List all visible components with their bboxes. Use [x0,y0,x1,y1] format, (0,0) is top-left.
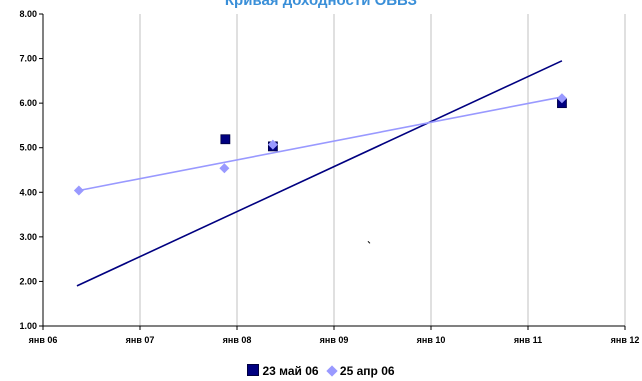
legend-label-series-2: 25 апр 06 [339,364,395,378]
data-point-series-2 [219,163,230,174]
legend-diamond-marker-icon [326,365,338,377]
data-point-series-2 [73,185,84,196]
y-tick-label: 8.00 [19,9,37,19]
legend-label-series-1: 23 май 06 [262,364,319,378]
y-tick-label: 5.00 [19,143,37,153]
x-tick-label: янв 08 [223,335,252,345]
x-tick-label: янв 07 [126,335,155,345]
legend-item-series-2: 25 апр 06 [326,364,395,378]
y-tick-label: 7.00 [19,54,37,64]
x-tick-label: янв 09 [320,335,349,345]
y-tick-label: 3.00 [19,232,37,242]
y-tick-label: 4.00 [19,187,37,197]
chart-title: Кривая доходности ОБВЗ [224,0,418,9]
x-tick-label: янв 11 [514,335,542,345]
chart-legend: 23 май 06 25 апр 06 [0,364,642,378]
data-point-series-1 [220,134,231,145]
trendline-series-2 [78,96,563,192]
trendline-series-1 [76,60,563,287]
legend-item-series-1: 23 май 06 [247,364,319,378]
data-point-series-2 [556,93,567,104]
data-point-series-2 [267,139,278,150]
y-tick-label: 2.00 [19,276,37,286]
legend-square-marker-icon [247,364,260,376]
x-tick-label: янв 10 [417,335,446,345]
y-tick-label: 1.00 [19,321,37,331]
y-tick-label: 6.00 [19,98,37,108]
x-tick-label: янв 12 [611,335,640,345]
stray-mark [367,240,371,244]
x-tick-label: янв 06 [29,335,58,345]
